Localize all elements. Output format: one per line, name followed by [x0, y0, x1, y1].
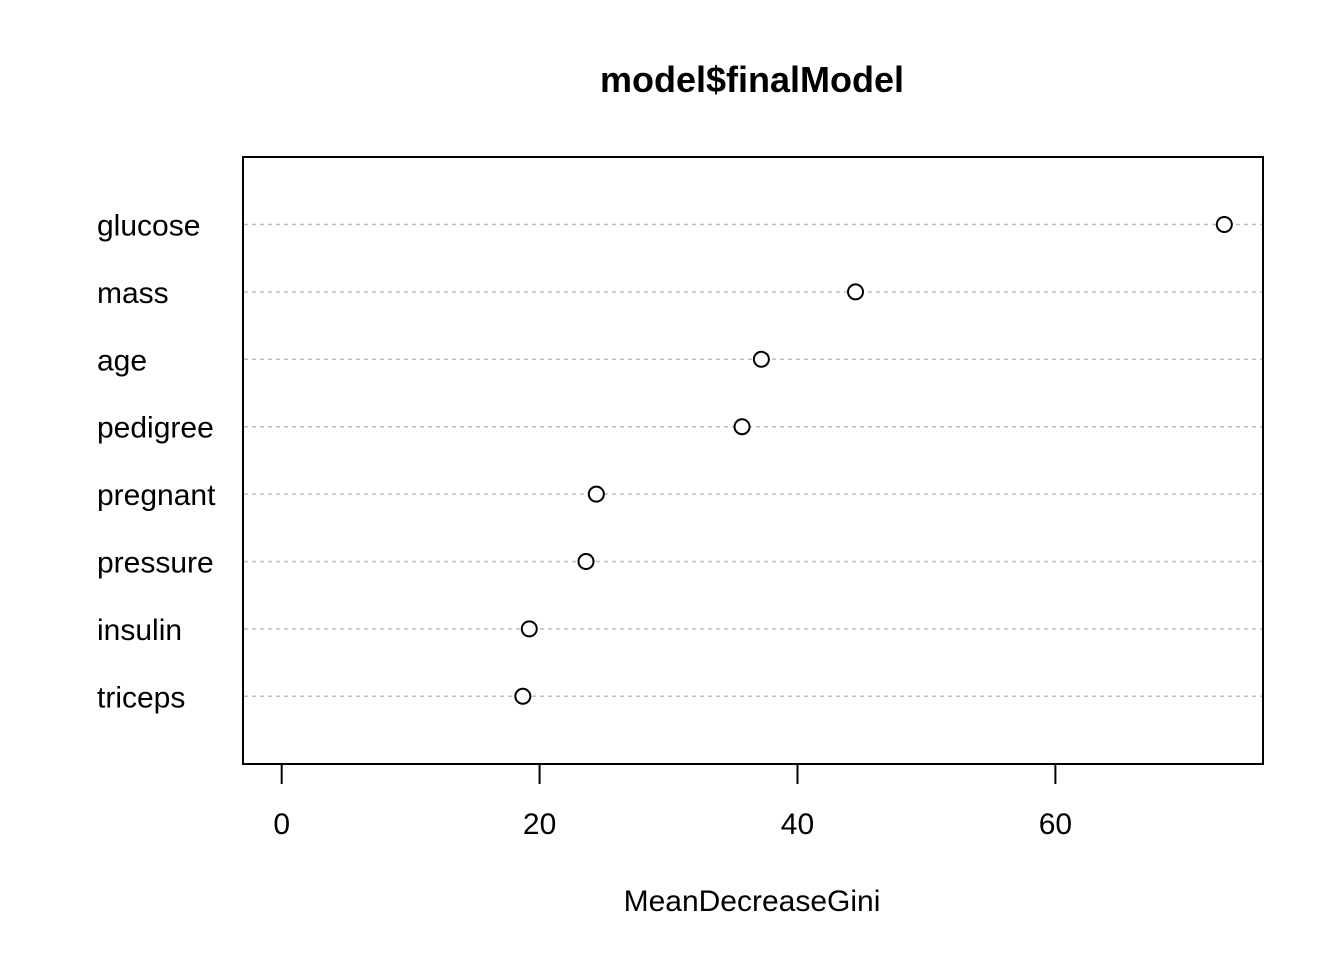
- chart-title: model$finalModel: [600, 59, 904, 100]
- data-point-triceps: [514, 687, 532, 705]
- data-point-pregnant: [587, 485, 605, 503]
- category-label-triceps: triceps: [97, 681, 185, 714]
- category-label-pregnant: pregnant: [97, 479, 216, 512]
- category-label-pressure: pressure: [97, 547, 214, 580]
- data-point-pedigree: [733, 418, 751, 436]
- x-tick-label-60: 60: [1039, 808, 1072, 841]
- data-point-mass: [847, 283, 865, 301]
- data-point-pressure: [577, 553, 595, 570]
- category-label-pedigree: pedigree: [97, 412, 214, 445]
- data-point-age: [752, 350, 770, 368]
- category-label-mass: mass: [97, 277, 169, 310]
- grid-lines: [244, 223, 1262, 698]
- category-label-glucose: glucose: [97, 210, 200, 243]
- x-axis: 0 20 40 60: [273, 763, 1072, 841]
- data-points: [514, 216, 1233, 705]
- data-point-insulin: [520, 620, 538, 638]
- x-tick-label-40: 40: [781, 808, 814, 841]
- x-axis-label: MeanDecreaseGini: [624, 885, 881, 918]
- x-tick-label-20: 20: [523, 808, 556, 841]
- plot-frame: [242, 156, 1264, 765]
- category-label-age: age: [97, 344, 147, 377]
- data-point-glucose: [1215, 216, 1233, 233]
- category-label-insulin: insulin: [97, 614, 182, 647]
- x-tick-label-0: 0: [273, 808, 290, 841]
- category-labels: glucose mass age pedigree pregnant pressure in…: [97, 210, 216, 715]
